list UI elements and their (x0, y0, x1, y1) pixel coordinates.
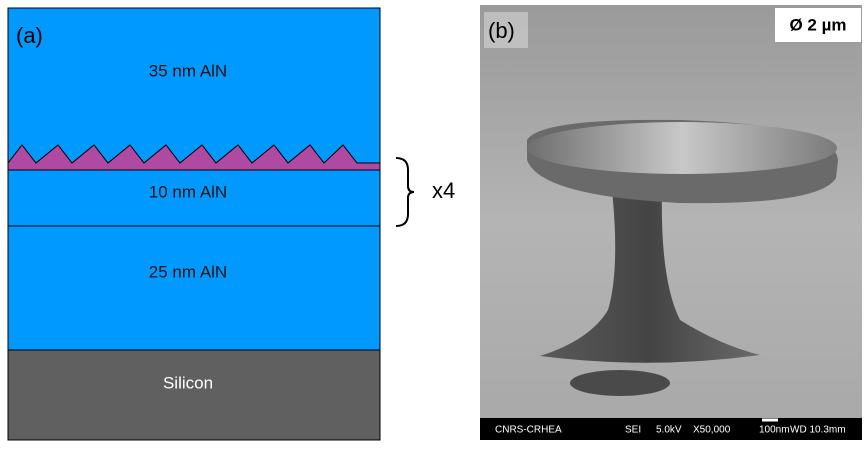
footer-text: WD 10.3mm (790, 425, 846, 436)
scale-label: Ø 2 µm (789, 15, 846, 34)
layer-label: 25 nm AlN (149, 262, 227, 281)
info-bar (480, 418, 862, 440)
label-box (484, 12, 528, 48)
bracket (395, 157, 415, 227)
layer-label: 10 nm AlN (149, 182, 227, 201)
layer (7, 225, 381, 351)
footer-text: X50,000 (693, 425, 731, 436)
quantum-dots (7, 144, 381, 171)
shadow (570, 370, 670, 396)
pillar (540, 190, 760, 363)
footer-text: SEI (625, 425, 641, 436)
panel-b: CNRS-CRHEA SEI 5.0kV X50,000 100nm WD 10… (480, 5, 862, 440)
layer (7, 349, 381, 441)
disk-top (527, 122, 837, 174)
panel-a: (a) 35 nm AlN 10 nm AlN 25 nm AlN Silico… (7, 7, 455, 441)
layer-label: 35 nm AlN (149, 61, 227, 80)
scale-box (775, 8, 861, 42)
layer (7, 7, 381, 169)
panel-label: (b) (488, 18, 515, 43)
panel-label: (a) (16, 23, 43, 48)
sem-image (480, 5, 862, 440)
layer-label: Silicon (163, 373, 213, 392)
footer-text: CNRS-CRHEA (495, 425, 562, 436)
footer-text: 5.0kV (656, 425, 682, 436)
layer (7, 169, 381, 227)
repeat-label: x4 (432, 178, 455, 203)
footer-text: 100nm (759, 425, 790, 436)
